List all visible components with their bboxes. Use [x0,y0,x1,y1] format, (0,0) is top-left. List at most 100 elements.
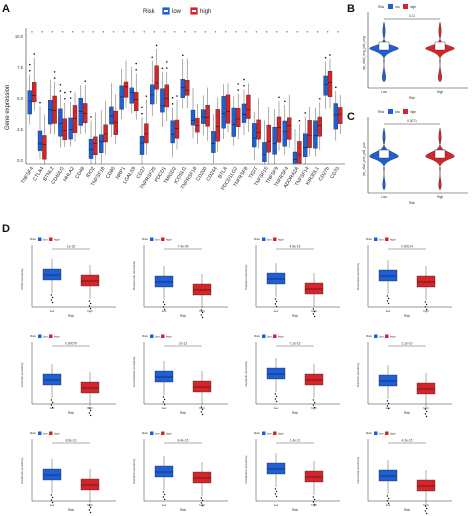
plot-xlabel: Risk [404,314,411,318]
box [150,84,155,105]
box [109,106,114,125]
outlier-point [51,296,54,299]
outlier-point [88,504,91,506]
box [221,96,226,129]
box [272,126,277,155]
panel-b-pvalue: 0.11 [409,14,415,18]
legend-low-box [164,10,168,12]
significance-star: * [245,30,247,35]
plot-xlabel: Risk [68,411,75,415]
panel-b-violin-high [425,21,455,83]
box [287,117,292,140]
outlier-point [88,412,91,414]
outlier-point [313,310,316,313]
outlier-point [161,67,164,70]
significance-star: * [256,30,258,35]
legend-low-swatch [374,334,378,338]
outlier-point [275,490,278,493]
box [62,118,67,141]
legend-low-label: low [43,432,48,436]
plot-pvalue: 1e-15 [67,245,75,249]
legend-title: Risk [30,237,36,241]
outlier-point [50,494,53,496]
legend-high-label: high [390,335,396,339]
box [190,109,196,126]
significance-star: * [82,30,84,35]
legend-low-swatch [150,237,154,241]
box [80,274,100,287]
legend-high-swatch [385,334,389,338]
outlier-point [162,496,165,498]
outlier-point [51,301,54,304]
panel-c-xlabel: Risk [409,201,416,205]
plot-pvalue: 0.00014 [401,245,413,249]
plot-xtick-low: low [274,406,279,410]
box [225,94,231,124]
legend-low-swatch [150,334,154,338]
plot-xlabel: Risk [292,314,299,318]
outlier-point [284,100,286,103]
outlier-point [84,80,86,83]
outlier-point [53,77,56,79]
plot-xtick-high: high [311,406,317,410]
box [378,269,398,282]
outlier-point [201,408,204,411]
plot-pvalue: 7.1e-15 [290,342,301,346]
outlier-point [237,83,239,85]
box [80,478,100,491]
box [215,109,220,142]
panel-c-violin-high [425,127,455,191]
box [129,87,134,104]
panel-c-pvalue: 0.0071 [407,119,417,123]
plot-xtick-high: high [199,406,205,410]
box [333,103,338,130]
outlier-point [425,415,428,418]
outlier-point [313,503,316,506]
panel-b-ylabel: ips_ctla4_neg_pd1_neg [362,36,366,70]
drug-plot: Risk low high Nilotinib sensitivity 2.1e-10 l… [356,334,452,418]
outlier-point [88,509,91,511]
drug-plot: Risk low high Sorafenib sensitivity 8.9e-13 l… [20,431,116,514]
significance-star: * [337,30,339,35]
significance-star: * [215,30,217,35]
ytick: 7.5 [17,65,23,70]
legend-title: Risk [142,431,148,435]
box [119,85,124,110]
outlier-point [89,506,92,509]
drug-plot: Risk low high ATRA sensitivity 1e-15 low high R… [20,237,116,318]
panel-d: D Risk low high ATRA sensitivity 1e-15 low hig… [2,223,452,515]
outlier-point [51,501,54,504]
box [58,108,63,137]
plot-ylabel: Bortezomib sensitivity [132,260,136,290]
plot-ylabel: ATRA sensitivity [20,268,24,290]
outlier-point [90,116,92,118]
plot-xtick-low: low [50,503,55,507]
outlier-point [163,403,166,406]
outlier-point [425,507,428,510]
box [323,75,328,96]
box [52,95,57,124]
outlier-point [51,401,54,404]
legend-low-swatch [262,237,266,241]
legend-low-swatch [38,237,42,241]
box [378,374,398,387]
outlier-point [275,495,278,498]
panel-b-box-high [434,41,446,51]
legend-low-swatch [38,431,42,435]
outlier-point [162,306,165,308]
gene-label: CD70 [329,166,341,180]
panel-c-xtick-low: Low [381,195,388,199]
outlier-point [298,119,301,122]
outlier-point [163,308,166,311]
outlier-point [59,90,62,92]
significance-star: * [174,30,176,35]
ytick: 5.0 [17,96,23,101]
plot-xtick-low: low [274,503,279,507]
box [42,135,47,160]
panel-c-legend: Risk low high [378,109,416,114]
outlier-point [64,98,66,100]
outlier-point [50,299,53,301]
outlier-point [335,86,337,89]
outlier-point [166,67,168,69]
